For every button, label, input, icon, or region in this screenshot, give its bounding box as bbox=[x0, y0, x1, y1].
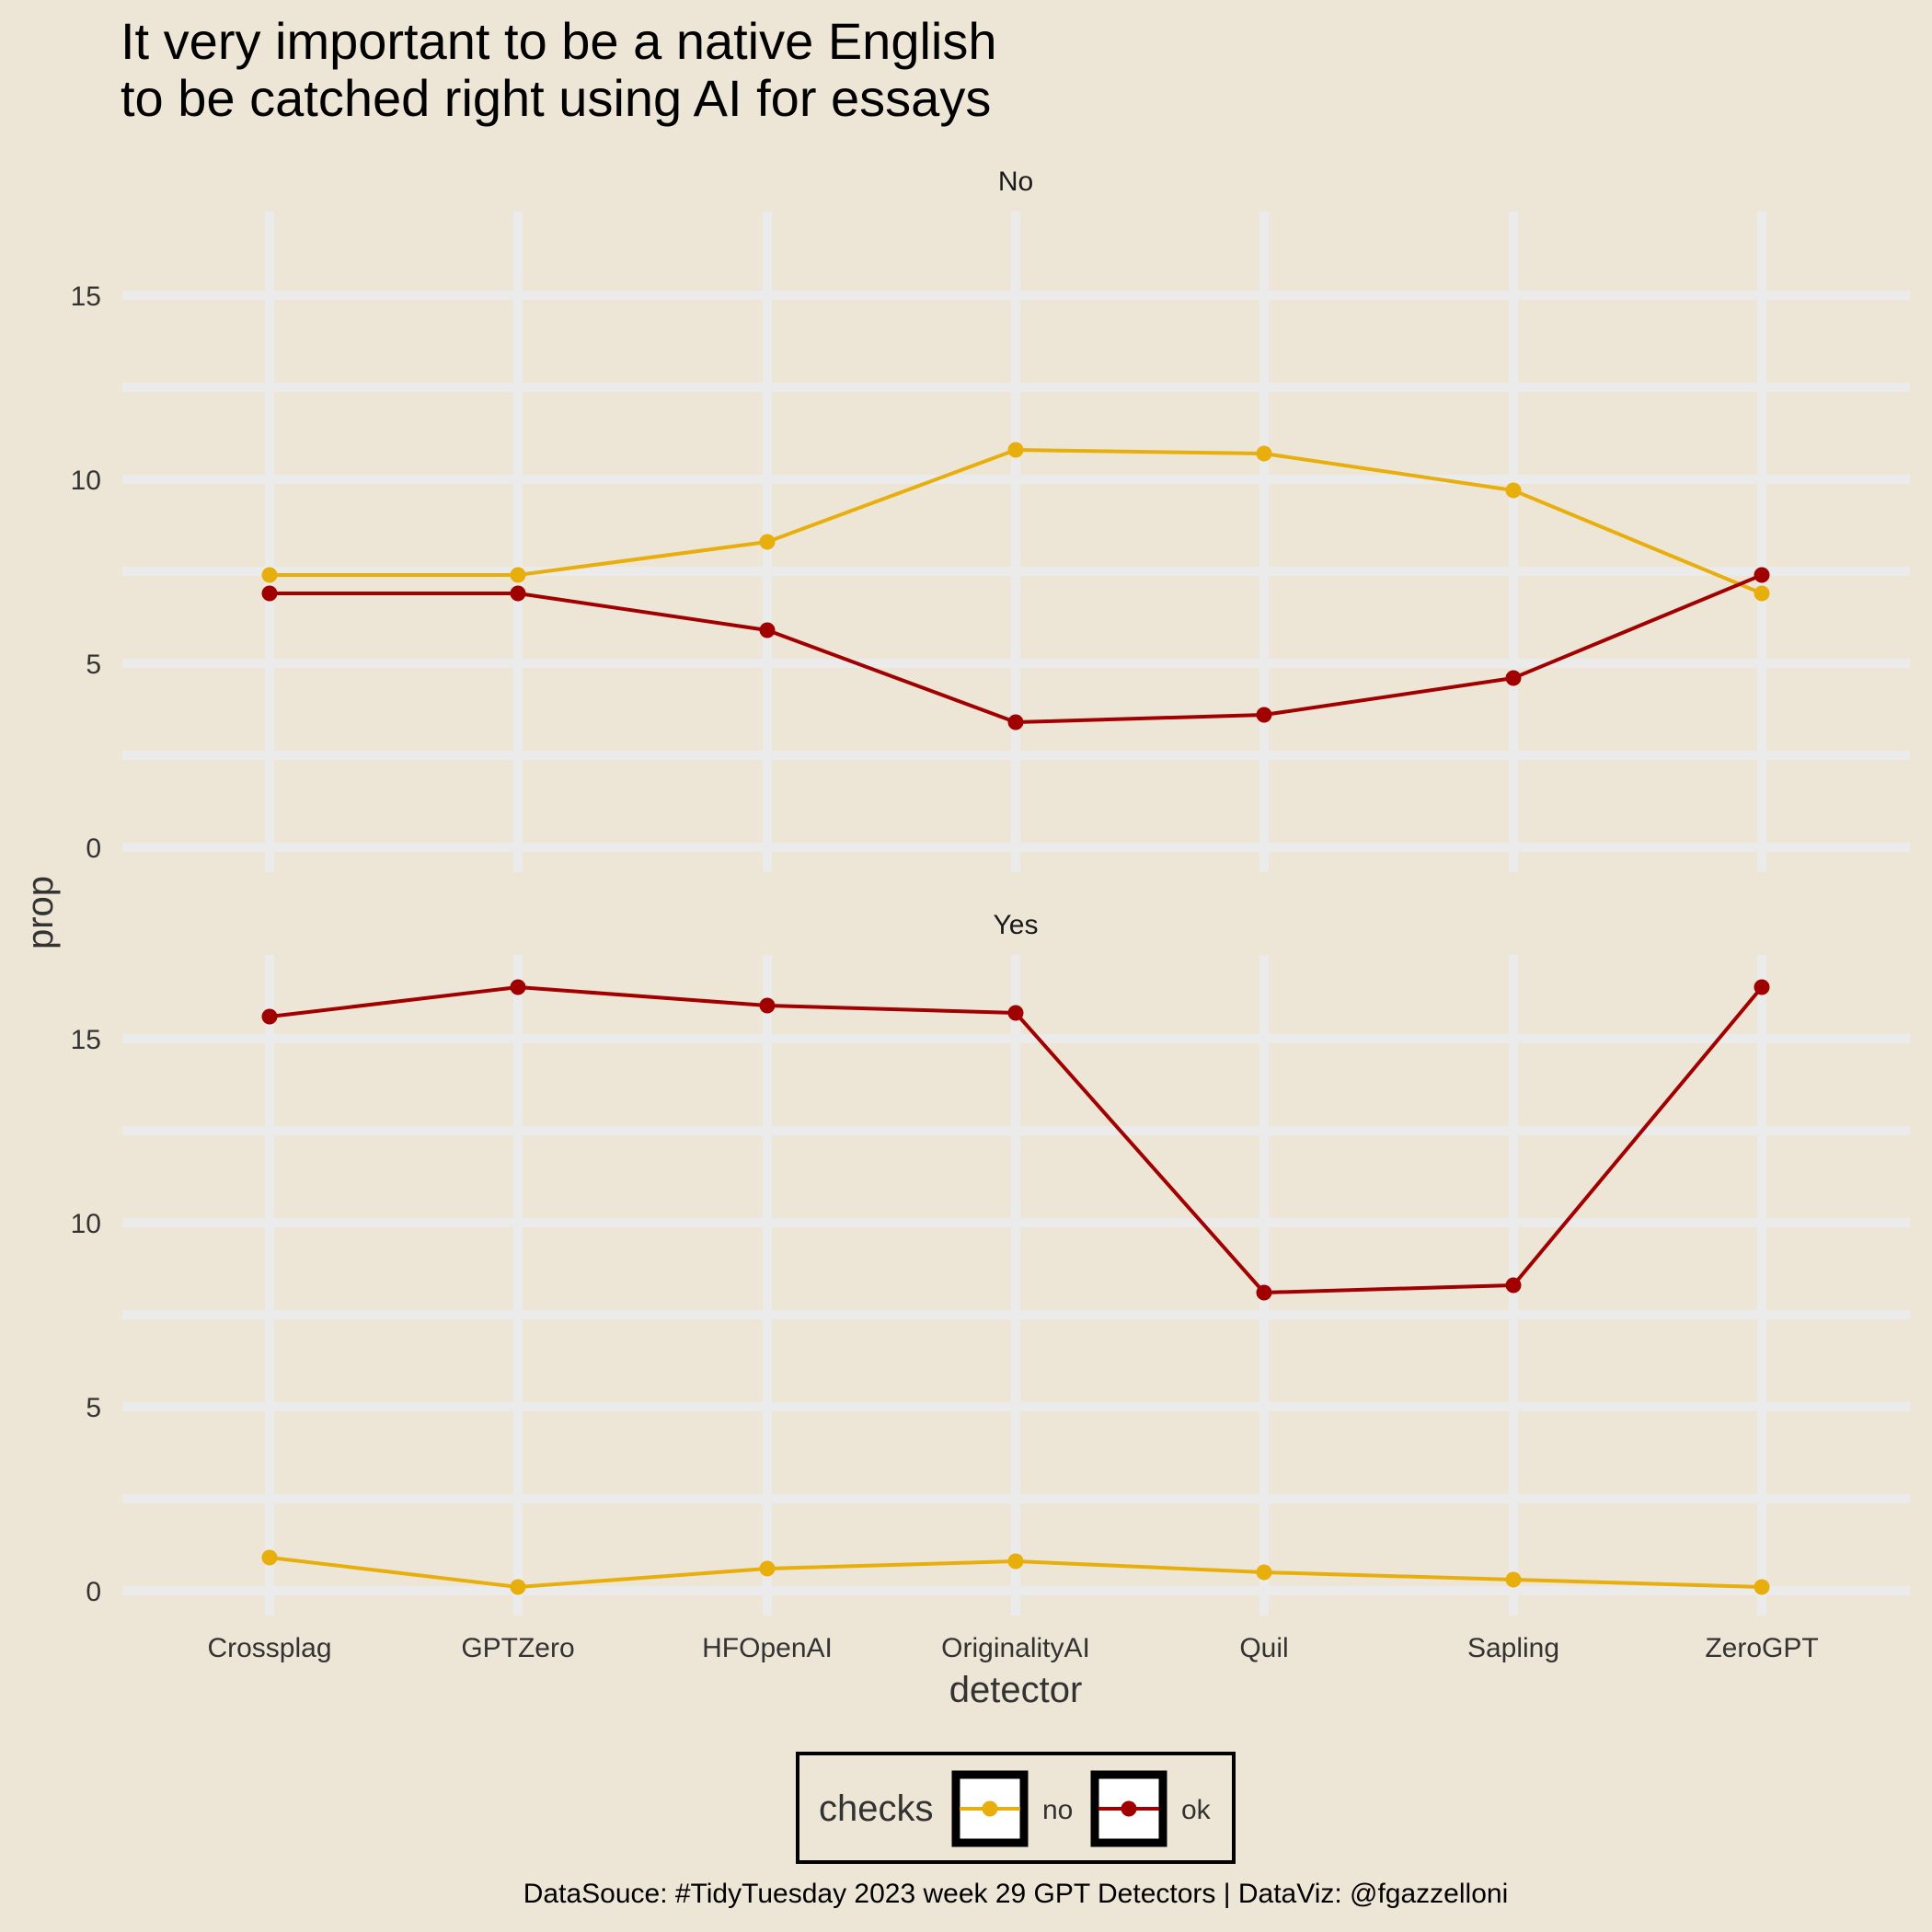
data-point bbox=[1256, 707, 1272, 723]
data-point bbox=[1505, 1277, 1522, 1294]
x-tick-label: HFOpenAI bbox=[702, 1633, 833, 1663]
legend-item-no: no bbox=[951, 1770, 1073, 1847]
data-point bbox=[261, 1549, 278, 1566]
y-axis-title: prop bbox=[20, 876, 61, 949]
data-point bbox=[261, 1008, 278, 1025]
caption: DataSouce: #TidyTuesday 2023 week 29 GPT… bbox=[523, 1879, 1508, 1909]
data-point bbox=[261, 567, 278, 583]
data-point bbox=[1007, 714, 1024, 730]
facet-panel-yes: Yes 0 5 10 15 bbox=[71, 910, 1910, 1616]
data-point bbox=[759, 997, 776, 1014]
facet-panel-no: No 0 5 10 15 bbox=[71, 167, 1910, 872]
facet-strip-label: Yes bbox=[994, 910, 1039, 940]
legend-label: ok bbox=[1181, 1795, 1212, 1825]
legend-title: checks bbox=[819, 1788, 934, 1829]
data-point bbox=[1754, 567, 1770, 583]
x-tick-label: Crossplag bbox=[207, 1633, 331, 1663]
legend-key-point bbox=[982, 1800, 998, 1817]
series-no bbox=[261, 442, 1770, 602]
data-point bbox=[1256, 1564, 1272, 1581]
legend-label: no bbox=[1042, 1795, 1073, 1825]
data-point bbox=[1007, 442, 1024, 458]
data-point bbox=[1256, 1284, 1272, 1301]
legend: checks no ok bbox=[796, 1752, 1236, 1864]
panels: No 0 5 10 15 Yes 0 5 10 15 bbox=[71, 167, 1910, 1616]
series-no bbox=[261, 1549, 1770, 1595]
y-tick-label: 15 bbox=[71, 1025, 101, 1055]
legend-box bbox=[796, 1752, 1236, 1864]
x-tick-label: Sapling bbox=[1467, 1633, 1559, 1663]
x-axis: Crossplag GPTZero HFOpenAI OriginalityAI Qui… bbox=[207, 1633, 1818, 1663]
data-point bbox=[1256, 445, 1272, 462]
data-point bbox=[1505, 482, 1522, 499]
y-tick-label: 10 bbox=[71, 466, 101, 496]
x-tick-label: OriginalityAI bbox=[941, 1633, 1090, 1663]
x-tick-label: ZeroGPT bbox=[1705, 1633, 1818, 1663]
y-tick-label: 5 bbox=[86, 650, 101, 680]
y-tick-label: 0 bbox=[86, 834, 101, 864]
data-point bbox=[1505, 670, 1522, 686]
data-point bbox=[1754, 1579, 1770, 1595]
data-point bbox=[510, 567, 526, 583]
y-tick-label: 10 bbox=[71, 1209, 101, 1239]
data-point bbox=[1007, 1553, 1024, 1570]
x-tick-label: GPTZero bbox=[461, 1633, 574, 1663]
x-axis-title: detector bbox=[949, 1670, 1083, 1710]
legend-item-ok: ok bbox=[1090, 1770, 1212, 1847]
data-point bbox=[1754, 979, 1770, 995]
data-point bbox=[759, 1560, 776, 1577]
data-point bbox=[759, 534, 776, 550]
data-point bbox=[759, 622, 776, 638]
data-point bbox=[510, 1579, 526, 1595]
chart-title-line: to be catched right using AI for essays bbox=[121, 69, 991, 127]
chart-title-line: It very important to be a native English bbox=[121, 12, 997, 70]
data-point bbox=[510, 979, 526, 995]
data-point bbox=[261, 585, 278, 602]
data-point bbox=[510, 585, 526, 602]
y-tick-label: 15 bbox=[71, 282, 101, 312]
facet-strip-label: No bbox=[998, 167, 1033, 197]
data-point bbox=[1505, 1571, 1522, 1588]
series-ok bbox=[261, 567, 1770, 730]
legend-key-point bbox=[1121, 1800, 1137, 1817]
y-tick-label: 5 bbox=[86, 1393, 101, 1423]
series-ok bbox=[261, 979, 1770, 1301]
y-tick-label: 0 bbox=[86, 1577, 101, 1607]
data-point bbox=[1754, 585, 1770, 602]
data-point bbox=[1007, 1005, 1024, 1021]
x-tick-label: Quil bbox=[1239, 1633, 1288, 1663]
chart-title: It very important to be a native English… bbox=[121, 12, 997, 127]
